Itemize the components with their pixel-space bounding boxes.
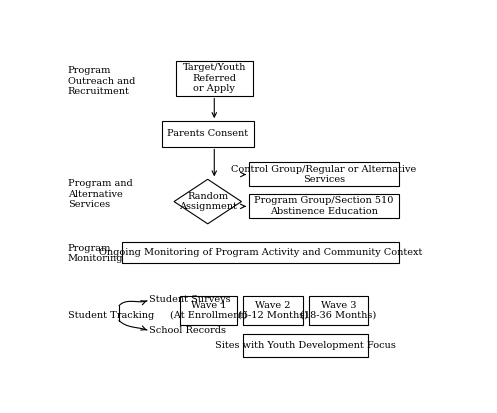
Text: Parents Consent: Parents Consent [167,129,248,138]
FancyBboxPatch shape [179,296,238,325]
Text: Target/Youth
Referred
or Apply: Target/Youth Referred or Apply [182,63,246,93]
Polygon shape [174,179,242,224]
Text: Program Group/Section 510
Abstinence Education: Program Group/Section 510 Abstinence Edu… [254,197,394,216]
FancyBboxPatch shape [176,61,253,96]
Text: Control Group/Regular or Alternative
Services: Control Group/Regular or Alternative Ser… [232,165,416,184]
Text: Sites with Youth Development Focus: Sites with Youth Development Focus [215,342,396,351]
Text: Student Tracking: Student Tracking [68,311,154,320]
Text: School Records: School Records [149,327,226,335]
FancyBboxPatch shape [243,296,303,325]
Text: Wave 3
(18-36 Months): Wave 3 (18-36 Months) [300,301,377,320]
FancyBboxPatch shape [249,194,399,218]
Text: Wave 2
(6-12 Months): Wave 2 (6-12 Months) [238,301,308,320]
Text: Ongoing Monitoring of Program Activity and Community Context: Ongoing Monitoring of Program Activity a… [99,248,422,257]
Text: Student Surveys: Student Surveys [149,295,231,304]
FancyBboxPatch shape [122,242,399,263]
FancyBboxPatch shape [243,335,368,357]
Text: Program
Monitoring: Program Monitoring [68,244,123,263]
FancyBboxPatch shape [162,121,254,147]
Text: Wave 1
(At Enrollment): Wave 1 (At Enrollment) [170,301,247,320]
FancyBboxPatch shape [249,162,399,186]
FancyBboxPatch shape [309,296,368,325]
Text: Program
Outreach and
Recruitment: Program Outreach and Recruitment [68,66,135,96]
Text: Random
Assignment: Random Assignment [179,192,237,211]
Text: Program and
Alternative
Services: Program and Alternative Services [68,179,133,209]
